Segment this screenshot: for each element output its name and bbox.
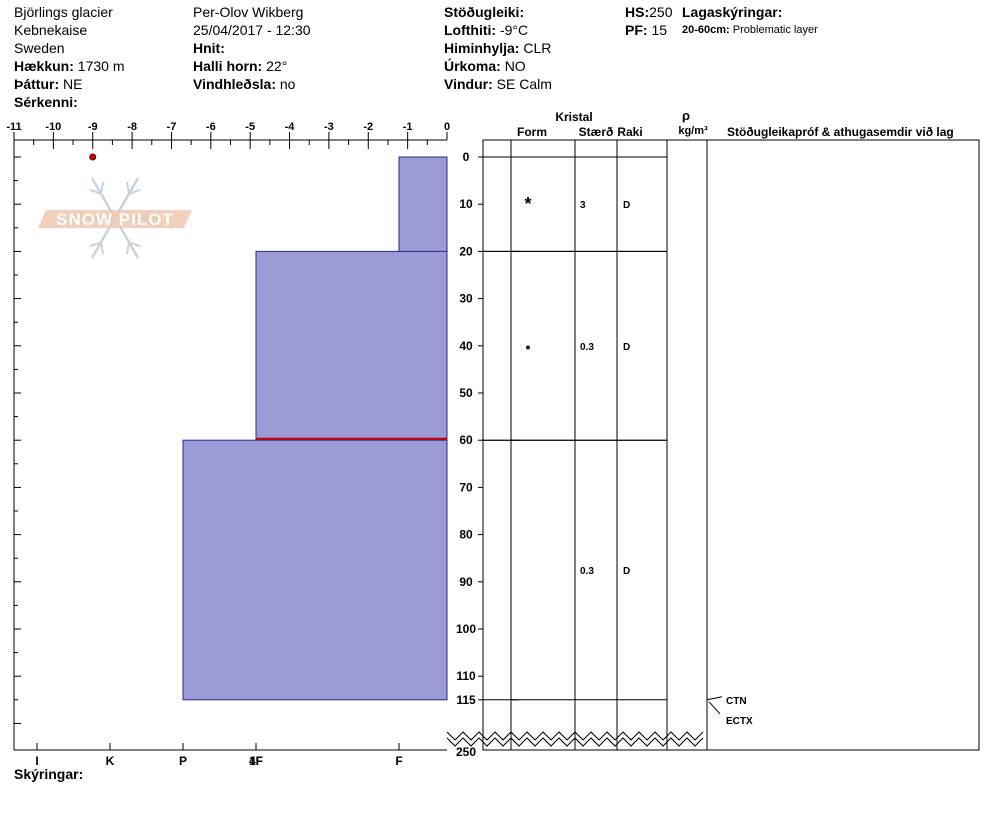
temp-tick-label: -9 xyxy=(88,121,98,133)
hardness-label: 4F xyxy=(249,754,263,768)
header-col1: Björlings glacier Kebnekaise Sweden Hækk… xyxy=(14,3,125,111)
depth-tick-label: 110 xyxy=(456,669,476,683)
hardness-bar-layer-1 xyxy=(398,156,448,252)
hardness-label: F xyxy=(395,754,402,768)
airtemp-row: Lofthiti: -9°C xyxy=(444,22,529,38)
header-density-unit: kg/m³ xyxy=(678,125,708,137)
depth-tick-label: 20 xyxy=(459,244,473,258)
hardness-bar-layer-2 xyxy=(255,250,448,441)
header-moisture: Raki xyxy=(617,125,642,139)
depth-tick-label: 0 xyxy=(463,150,470,164)
wind-row: Vindur: SE Calm xyxy=(444,76,552,92)
layer-size-value: 0.3 xyxy=(580,342,594,353)
snowflake-branch xyxy=(128,188,141,195)
temp-tick-label: -4 xyxy=(285,121,296,133)
depth-tick-label: 70 xyxy=(459,480,473,494)
snowflake-branch xyxy=(100,181,105,194)
snowflake-branch xyxy=(125,181,130,194)
aspect-row: Þáttur: NE xyxy=(14,76,83,92)
hardness-label: 1F xyxy=(249,754,263,768)
depth-tick-label: 60 xyxy=(459,433,473,447)
depth-tick-label: 80 xyxy=(459,528,473,542)
header-col5: Lagaskýringar: 20-60cm: Problematic laye… xyxy=(682,3,818,39)
temp-tick-label: -1 xyxy=(403,121,413,133)
precip-row: Úrkoma: NO xyxy=(444,58,526,74)
header-col2: Per-Olov Wikberg 25/04/2017 - 12:30 Hnit… xyxy=(193,3,311,93)
layer-form-symbol: * xyxy=(524,194,531,214)
layer-size-value: 3 xyxy=(580,200,586,211)
hardness-bar-layer-3 xyxy=(182,439,448,701)
elevation-row: Hækkun: 1730 m xyxy=(14,58,125,74)
snowflake-branch xyxy=(125,242,130,255)
pf-row: PF: 15 xyxy=(625,22,668,38)
country-name: Sweden xyxy=(14,40,65,56)
header-col4: HS:250 PF: 15 xyxy=(625,3,672,39)
axis-break-zigzag xyxy=(446,731,704,741)
layer-moisture-value: D xyxy=(623,342,630,353)
depth-tick-label: 50 xyxy=(459,386,473,400)
test-arrow xyxy=(706,696,723,701)
snowflake-branch xyxy=(128,241,141,248)
coords-row: Hnit: xyxy=(193,40,225,56)
sky-row: Himinhylja: CLR xyxy=(444,40,552,56)
watermark-banner xyxy=(38,210,192,228)
watermark-text: SNOW PILOT xyxy=(56,210,174,229)
snowpilot-watermark: SNOW PILOT xyxy=(38,177,192,259)
wind-loading-row: Vindhleðsla: no xyxy=(193,76,296,92)
snowflake-branch xyxy=(89,241,102,248)
header-size: Stærð xyxy=(579,125,614,139)
snowflake-branch xyxy=(89,188,102,195)
depth-tick-label: 30 xyxy=(459,292,473,306)
temp-tick-label: 0 xyxy=(444,121,450,133)
temp-tick-label: -5 xyxy=(245,121,255,133)
temp-tick-label: -7 xyxy=(167,121,177,133)
layer-size-value: 0.3 xyxy=(580,566,594,577)
temp-tick-label: -6 xyxy=(206,121,216,133)
hs-row: HS:250 xyxy=(625,4,673,20)
depth-tick-label: 250 xyxy=(456,745,476,759)
header-tests: Stöðugleikapróf & athugasemdir við lag xyxy=(727,125,954,139)
header-col3: Stöðugleiki: Lofthiti: -9°C Himinhylja: … xyxy=(444,3,552,93)
site-name: Björlings glacier xyxy=(14,4,113,20)
axis-break-zigzag xyxy=(446,737,704,747)
obs-datetime: 25/04/2017 - 12:30 xyxy=(193,22,311,38)
legend-label: Skýringar: xyxy=(14,766,84,782)
slope-row: Halli horn: 22° xyxy=(193,58,288,74)
temp-tick-label: -11 xyxy=(6,121,21,133)
features-row: Sérkenni: xyxy=(14,94,78,110)
temperature-point xyxy=(89,153,97,161)
depth-tick-label: 100 xyxy=(456,622,476,636)
temp-tick-label: -8 xyxy=(127,121,137,133)
layer-form-symbol: • xyxy=(526,339,531,355)
snowflake-branch xyxy=(100,242,105,255)
stability-test-label: CTN xyxy=(726,696,747,707)
layer-moisture-value: D xyxy=(623,200,630,211)
depth-tick-label: 10 xyxy=(459,197,473,211)
temp-tick-label: -10 xyxy=(45,121,61,133)
layer-moisture-value: D xyxy=(623,566,630,577)
area-name: Kebnekaise xyxy=(14,22,88,38)
stability-test-label: ECTX xyxy=(726,716,753,727)
hardness-label: P xyxy=(179,754,187,768)
hardness-label: K xyxy=(106,754,115,768)
stability-row: Stöðugleiki: xyxy=(444,4,525,20)
hardness-label: I xyxy=(35,754,38,768)
depth-tick-label: 115 xyxy=(456,693,476,707)
test-arrow xyxy=(708,701,721,715)
layer-notes-row: 20-60cm: Problematic layer xyxy=(682,24,818,36)
observer-name: Per-Olov Wikberg xyxy=(193,4,304,20)
header-crystal: Kristal xyxy=(555,110,592,124)
header-density-symbol: ρ xyxy=(682,108,690,123)
depth-tick-label: 90 xyxy=(459,575,473,589)
temp-tick-label: -2 xyxy=(363,121,373,133)
layer-notes-label: Lagaskýringar: xyxy=(682,4,783,20)
depth-tick-label: 40 xyxy=(459,339,473,353)
temp-tick-label: -3 xyxy=(324,121,334,133)
table-frame xyxy=(482,139,980,751)
header-form: Form xyxy=(517,125,547,139)
